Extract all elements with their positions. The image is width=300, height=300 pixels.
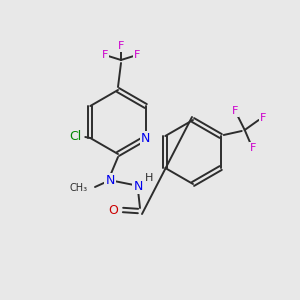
Text: F: F xyxy=(118,41,124,51)
Text: F: F xyxy=(134,50,140,60)
Text: N: N xyxy=(133,179,143,193)
Text: O: O xyxy=(108,203,118,217)
Text: H: H xyxy=(145,173,153,183)
Text: F: F xyxy=(260,113,266,123)
Text: F: F xyxy=(232,106,238,116)
Text: CH₃: CH₃ xyxy=(70,183,88,193)
Text: F: F xyxy=(102,50,108,60)
Text: N: N xyxy=(141,131,150,145)
Text: F: F xyxy=(250,143,256,153)
Text: N: N xyxy=(105,173,115,187)
Text: Cl: Cl xyxy=(69,130,81,142)
